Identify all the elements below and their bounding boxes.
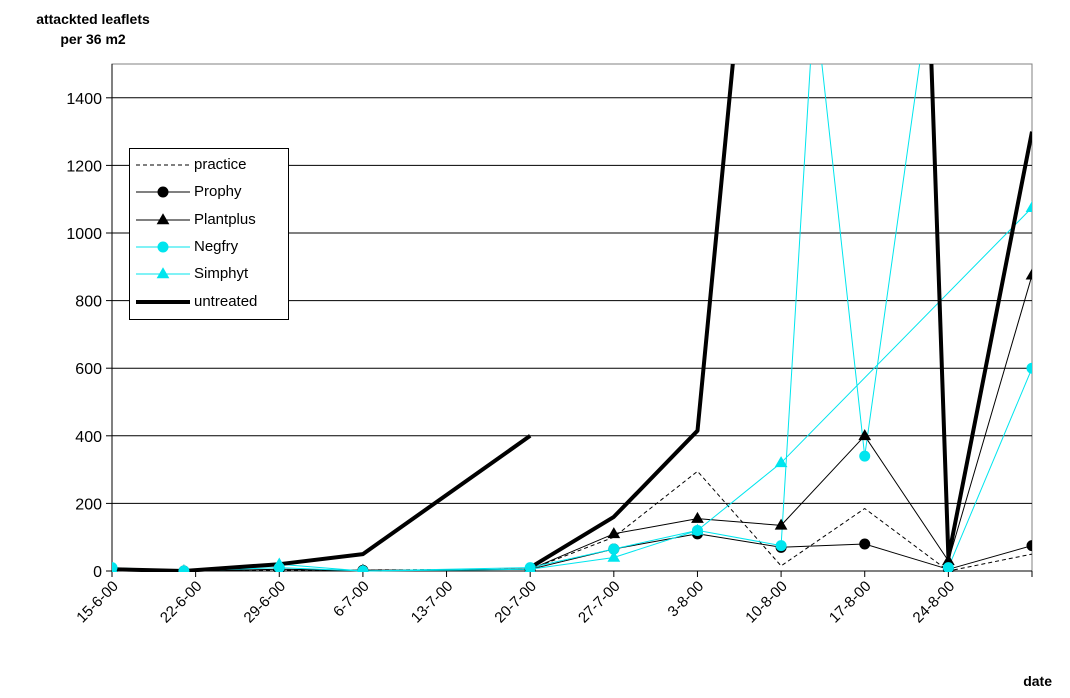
legend-item-untreated: untreated <box>130 291 288 313</box>
legend-swatch <box>136 186 190 198</box>
y-tick-label: 0 <box>93 564 102 581</box>
y-tick-label: 600 <box>75 361 102 378</box>
legend-label: Negfry <box>194 237 239 255</box>
legend-label: practice <box>194 156 247 173</box>
legend-label: Simphyt <box>194 265 249 283</box>
x-tick-label: 13-7-00 <box>408 578 457 627</box>
point-negfry <box>1026 362 1032 374</box>
point-simphyt <box>358 564 368 572</box>
point-negfry <box>859 450 871 462</box>
x-tick-label: 24-8-00 <box>910 578 959 627</box>
point-simphyt <box>112 562 118 572</box>
x-tick-label: 17-8-00 <box>826 578 875 627</box>
legend-label: untreated <box>194 292 258 310</box>
legend-label: Prophy <box>194 183 242 201</box>
y-tick-label: 1400 <box>66 91 102 108</box>
legend-item-prophy: Prophy <box>130 181 288 203</box>
point-plantplus <box>607 527 621 539</box>
legend-swatch <box>136 164 190 166</box>
point-plantplus <box>691 511 704 523</box>
point-negfry <box>775 540 787 552</box>
x-tick-label: 22-6-00 <box>157 578 206 627</box>
legend-item-plantplus: Plantplus <box>130 209 288 231</box>
point-plantplus <box>858 429 872 441</box>
x-tick-label: 27-7-00 <box>575 578 624 627</box>
legend-swatch <box>136 299 190 304</box>
x-tick-label: 6-7-00 <box>330 578 373 621</box>
point-simphyt <box>179 564 189 572</box>
point-negfry <box>157 241 169 253</box>
point-simphyt <box>774 456 788 468</box>
x-tick-label: 20-7-00 <box>491 578 540 627</box>
point-simphyt <box>691 523 704 535</box>
y-tick-label: 1200 <box>66 158 102 175</box>
y-axis-label-line2: per 36 m2 <box>60 31 126 47</box>
y-axis-label: attackted leaflets per 36 m2 <box>8 9 178 49</box>
point-simphyt <box>524 562 536 572</box>
point-plantplus <box>156 212 170 224</box>
legend-swatch <box>136 267 190 279</box>
point-plantplus <box>1025 268 1032 280</box>
point-simphyt <box>272 557 286 569</box>
point-simphyt <box>607 550 621 562</box>
point-prophy <box>157 186 169 198</box>
legend-swatch <box>136 212 190 224</box>
legend: practice Prophy Plantplus Negfry Simphyt untr… <box>129 148 289 320</box>
y-tick-label: 1000 <box>66 226 102 243</box>
legend-swatch <box>136 241 190 253</box>
y-tick-label: 800 <box>75 294 102 311</box>
legend-label: Plantplus <box>194 210 256 228</box>
y-tick-label: 400 <box>75 429 102 446</box>
point-negfry <box>942 562 954 572</box>
x-tick-label: 3-8-00 <box>665 578 708 621</box>
legend-item-practice: practice <box>130 154 288 176</box>
legend-item-simphyt: Simphyt <box>130 263 288 285</box>
point-prophy <box>859 538 871 550</box>
point-prophy <box>1026 540 1032 552</box>
markers-group <box>112 200 1032 572</box>
y-axis-label-line1: attackted leaflets <box>36 11 150 27</box>
x-tick-label: 10-8-00 <box>742 578 791 627</box>
legend-item-negfry: Negfry <box>130 236 288 258</box>
point-plantplus <box>774 518 788 530</box>
point-simphyt <box>156 267 170 279</box>
x-tick-label: 29-6-00 <box>241 578 290 627</box>
x-axis-label: date <box>1023 673 1052 689</box>
y-tick-label: 200 <box>75 496 102 513</box>
point-simphyt <box>1025 200 1032 212</box>
x-tick-label: 15-6-00 <box>73 578 122 627</box>
